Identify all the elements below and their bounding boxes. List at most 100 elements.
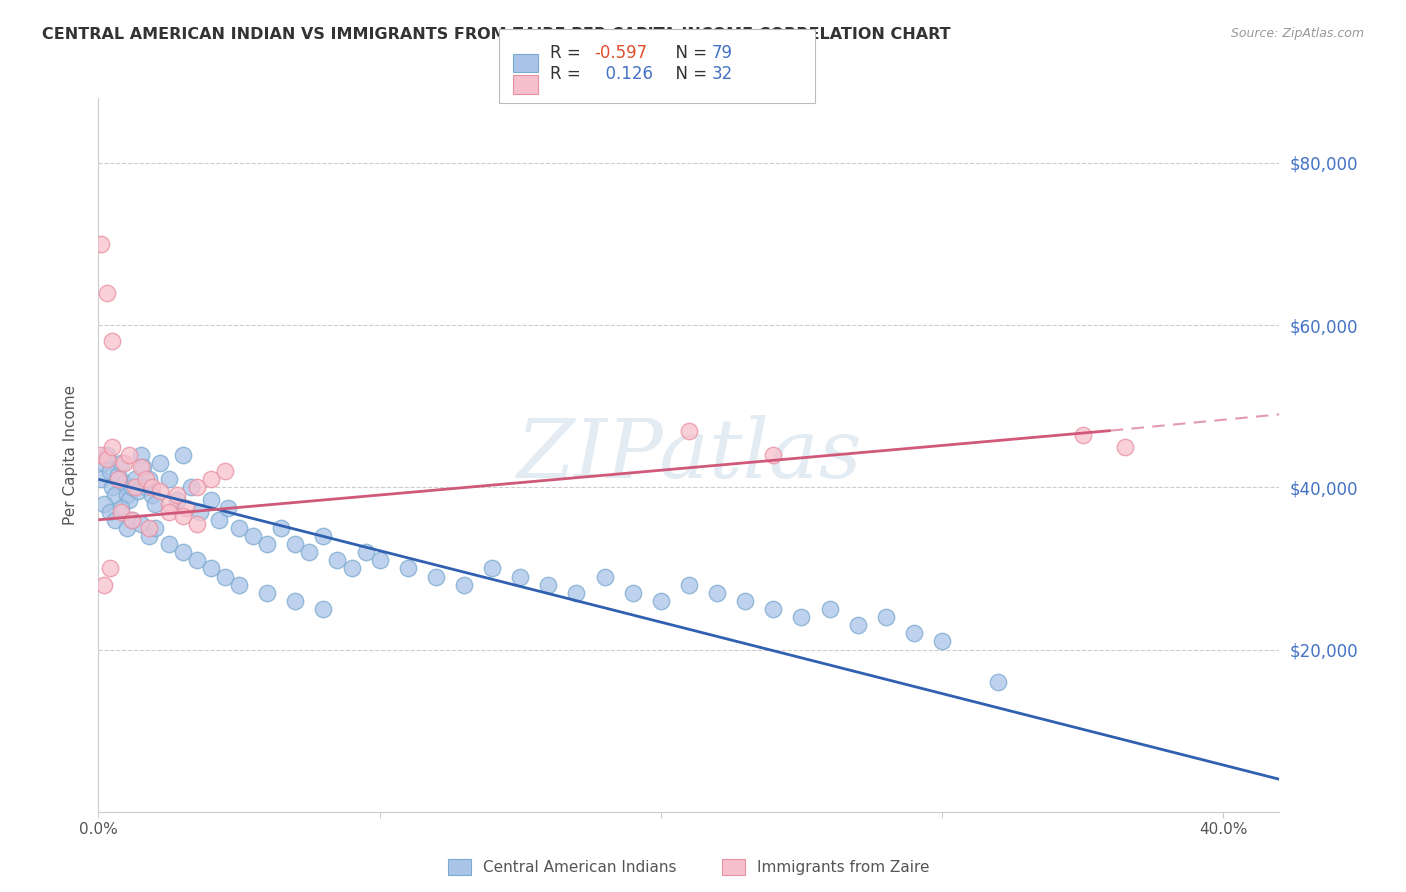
Point	[284, 594, 307, 608]
Text: -0.597: -0.597	[595, 44, 648, 62]
Point	[298, 545, 321, 559]
Point	[270, 521, 292, 535]
Point	[326, 553, 349, 567]
Point	[172, 508, 194, 523]
Point	[104, 513, 127, 527]
Point	[242, 529, 264, 543]
Point	[157, 497, 180, 511]
Point	[790, 610, 813, 624]
Point	[228, 521, 250, 535]
Text: N =: N =	[665, 44, 713, 62]
Point	[157, 505, 180, 519]
Point	[101, 480, 124, 494]
Point	[110, 456, 132, 470]
Point	[565, 586, 588, 600]
Point	[312, 602, 335, 616]
Point	[112, 476, 135, 491]
Text: R =: R =	[550, 44, 586, 62]
Legend: Central American Indians, Immigrants from Zaire: Central American Indians, Immigrants fro…	[440, 851, 938, 882]
Text: N =: N =	[665, 65, 713, 83]
Point	[96, 452, 118, 467]
Point	[98, 505, 121, 519]
Point	[129, 460, 152, 475]
Point	[124, 480, 146, 494]
Point	[214, 464, 236, 478]
Point	[1071, 427, 1094, 442]
Point	[481, 561, 503, 575]
Point	[875, 610, 897, 624]
Point	[121, 513, 143, 527]
Point	[678, 424, 700, 438]
Point	[846, 618, 869, 632]
Point	[121, 513, 143, 527]
Point	[118, 448, 141, 462]
Point	[143, 521, 166, 535]
Point	[172, 545, 194, 559]
Point	[118, 492, 141, 507]
Point	[101, 334, 124, 349]
Point	[537, 577, 560, 591]
Point	[186, 480, 208, 494]
Point	[141, 488, 163, 502]
Point	[132, 460, 155, 475]
Point	[96, 285, 118, 300]
Point	[90, 237, 112, 252]
Point	[174, 500, 197, 515]
Point	[368, 553, 391, 567]
Point	[107, 472, 129, 486]
Text: CENTRAL AMERICAN INDIAN VS IMMIGRANTS FROM ZAIRE PER CAPITA INCOME CORRELATION C: CENTRAL AMERICAN INDIAN VS IMMIGRANTS FR…	[42, 27, 950, 42]
Point	[208, 513, 231, 527]
Point	[138, 472, 160, 486]
Point	[621, 586, 644, 600]
Point	[180, 480, 202, 494]
Point	[127, 484, 149, 499]
Text: 79: 79	[711, 44, 733, 62]
Text: 32: 32	[711, 65, 733, 83]
Point	[256, 537, 278, 551]
Point	[425, 569, 447, 583]
Point	[200, 472, 222, 486]
Point	[93, 497, 115, 511]
Point	[93, 577, 115, 591]
Point	[200, 561, 222, 575]
Point	[593, 569, 616, 583]
Point	[931, 634, 953, 648]
Point	[141, 480, 163, 494]
Point	[149, 484, 172, 499]
Point	[166, 488, 188, 502]
Point	[96, 448, 118, 462]
Point	[762, 448, 785, 462]
Point	[214, 569, 236, 583]
Point	[112, 456, 135, 470]
Point	[1114, 440, 1136, 454]
Point	[90, 472, 112, 486]
Point	[143, 497, 166, 511]
Point	[166, 492, 188, 507]
Text: ZIPatlas: ZIPatlas	[516, 415, 862, 495]
Point	[509, 569, 531, 583]
Point	[110, 505, 132, 519]
Point	[354, 545, 377, 559]
Point	[124, 472, 146, 486]
Point	[734, 594, 756, 608]
Point	[987, 675, 1010, 690]
Point	[138, 521, 160, 535]
Point	[107, 468, 129, 483]
Point	[157, 472, 180, 486]
Point	[340, 561, 363, 575]
Point	[135, 480, 157, 494]
Point	[284, 537, 307, 551]
Point	[453, 577, 475, 591]
Point	[818, 602, 841, 616]
Y-axis label: Per Capita Income: Per Capita Income	[63, 384, 77, 525]
Point	[172, 448, 194, 462]
Point	[98, 464, 121, 478]
Point	[903, 626, 925, 640]
Point	[312, 529, 335, 543]
Point	[104, 488, 127, 502]
Point	[186, 516, 208, 531]
Point	[115, 521, 138, 535]
Point	[101, 440, 124, 454]
Point	[217, 500, 239, 515]
Point	[706, 586, 728, 600]
